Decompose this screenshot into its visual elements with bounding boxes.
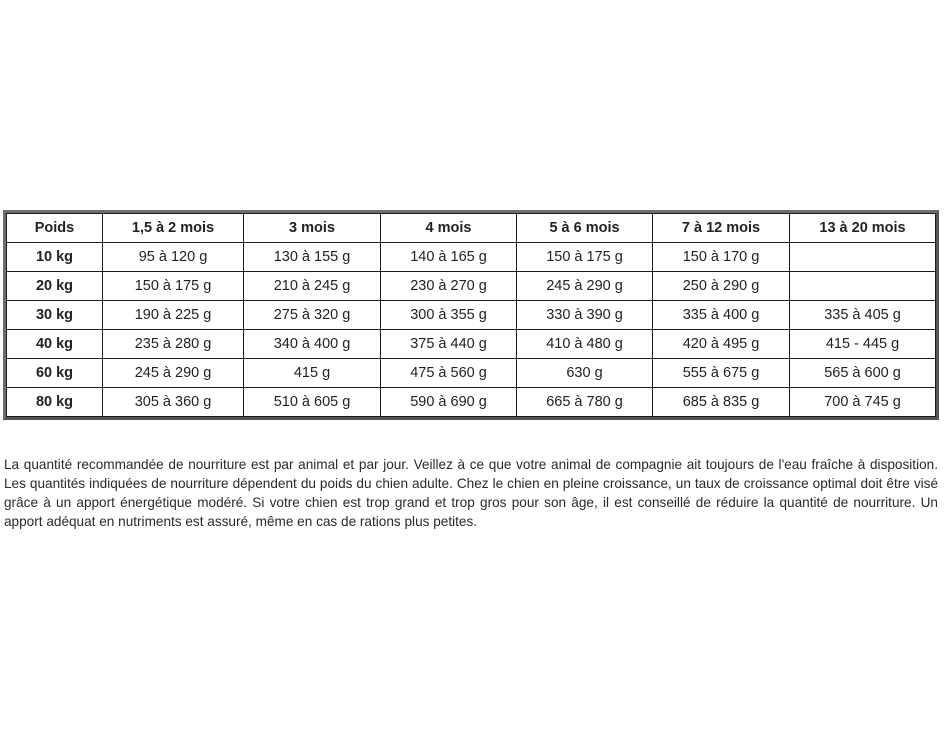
ration-cell: 340 à 400 g — [243, 329, 381, 359]
ration-cell: 140 à 165 g — [380, 242, 517, 272]
table-row: 30 kg 190 à 225 g 275 à 320 g 300 à 355 g 33… — [6, 300, 936, 330]
ration-cell: 235 à 280 g — [102, 329, 244, 359]
ration-cell: 245 à 290 g — [516, 271, 653, 301]
ration-cell: 150 à 175 g — [102, 271, 244, 301]
ration-cell: 250 à 290 g — [652, 271, 790, 301]
ration-cell — [789, 271, 936, 301]
ration-cell: 95 à 120 g — [102, 242, 244, 272]
ration-cell: 300 à 355 g — [380, 300, 517, 330]
ration-cell: 330 à 390 g — [516, 300, 653, 330]
feeding-note: La quantité recommandée de nourriture es… — [4, 456, 938, 529]
ration-cell: 335 à 405 g — [789, 300, 936, 330]
ration-cell: 665 à 780 g — [516, 387, 653, 417]
table-row: 10 kg 95 à 120 g 130 à 155 g 140 à 165 g 150… — [6, 242, 936, 272]
ration-cell: 410 à 480 g — [516, 329, 653, 359]
column-header: 3 mois — [243, 213, 381, 243]
ration-cell: 335 à 400 g — [652, 300, 790, 330]
weight-cell: 40 kg — [6, 329, 103, 359]
column-header: 5 à 6 mois — [516, 213, 653, 243]
weight-cell: 80 kg — [6, 387, 103, 417]
ration-cell: 475 à 560 g — [380, 358, 517, 388]
feeding-table: Poids 1,5 à 2 mois 3 mois 4 mois 5 à 6 mois 7… — [6, 213, 936, 417]
table-row: 60 kg 245 à 290 g 415 g 475 à 560 g 630 g 555… — [6, 358, 936, 388]
ration-cell: 415 - 445 g — [789, 329, 936, 359]
ration-cell: 555 à 675 g — [652, 358, 790, 388]
ration-cell: 565 à 600 g — [789, 358, 936, 388]
feeding-table-frame: Poids 1,5 à 2 mois 3 mois 4 mois 5 à 6 mois 7… — [3, 210, 939, 420]
ration-cell: 510 à 605 g — [243, 387, 381, 417]
ration-cell — [789, 242, 936, 272]
header-row: Poids 1,5 à 2 mois 3 mois 4 mois 5 à 6 mois 7… — [6, 213, 936, 243]
ration-cell: 415 g — [243, 358, 381, 388]
weight-cell: 60 kg — [6, 358, 103, 388]
column-header: Poids — [6, 213, 103, 243]
column-header: 4 mois — [380, 213, 517, 243]
column-header: 1,5 à 2 mois — [102, 213, 244, 243]
table-row: 20 kg 150 à 175 g 210 à 245 g 230 à 270 g 24… — [6, 271, 936, 301]
weight-cell: 10 kg — [6, 242, 103, 272]
ration-cell: 150 à 175 g — [516, 242, 653, 272]
ration-cell: 275 à 320 g — [243, 300, 381, 330]
ration-cell: 590 à 690 g — [380, 387, 517, 417]
ration-cell: 375 à 440 g — [380, 329, 517, 359]
ration-cell: 230 à 270 g — [380, 271, 517, 301]
ration-cell: 700 à 745 g — [789, 387, 936, 417]
ration-cell: 630 g — [516, 358, 653, 388]
ration-cell: 305 à 360 g — [102, 387, 244, 417]
ration-cell: 130 à 155 g — [243, 242, 381, 272]
table-row: 80 kg 305 à 360 g 510 à 605 g 590 à 690 g 66… — [6, 387, 936, 417]
ration-cell: 210 à 245 g — [243, 271, 381, 301]
ration-cell: 190 à 225 g — [102, 300, 244, 330]
weight-cell: 20 kg — [6, 271, 103, 301]
ration-cell: 245 à 290 g — [102, 358, 244, 388]
column-header: 13 à 20 mois — [789, 213, 936, 243]
ration-cell: 685 à 835 g — [652, 387, 790, 417]
ration-cell: 150 à 170 g — [652, 242, 790, 272]
weight-cell: 30 kg — [6, 300, 103, 330]
ration-cell: 420 à 495 g — [652, 329, 790, 359]
table-row: 40 kg 235 à 280 g 340 à 400 g 375 à 440 g 41… — [6, 329, 936, 359]
column-header: 7 à 12 mois — [652, 213, 790, 243]
